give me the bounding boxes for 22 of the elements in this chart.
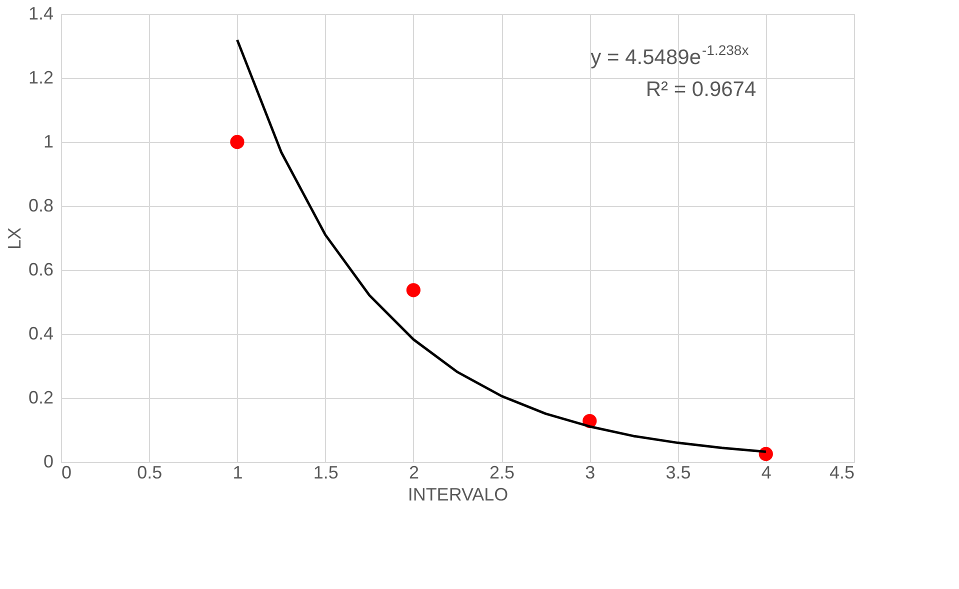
x-tick-label: 1.5: [313, 462, 338, 482]
x-axis-title: INTERVALO: [408, 484, 508, 504]
y-tick-label: 0.8: [28, 196, 54, 216]
y-tick-label: 0.4: [28, 324, 54, 344]
x-tick-label: 4: [761, 462, 772, 482]
x-tick-label: 0.5: [137, 462, 162, 482]
x-tick-label: 3.5: [666, 462, 691, 482]
annotation: R² = 0.9674: [646, 78, 756, 101]
x-tick-label: 2: [408, 462, 419, 482]
x-tick-label: 2.5: [490, 462, 515, 482]
x-tick-label: 3: [585, 462, 596, 482]
y-tick-label: 1.4: [28, 4, 54, 24]
y-tick-label: 1.2: [28, 68, 54, 88]
x-tick-label: 0: [62, 462, 72, 482]
point: [230, 134, 244, 150]
point: [406, 283, 421, 298]
x-tick-label: 4.5: [829, 462, 854, 482]
x-tick-label: 1: [232, 462, 243, 482]
y-axis-title: LX: [4, 227, 24, 250]
y-tick-label: 0.6: [28, 260, 54, 280]
y-tick-label: 1: [43, 132, 54, 152]
y-tick-label: 0.2: [28, 388, 54, 408]
